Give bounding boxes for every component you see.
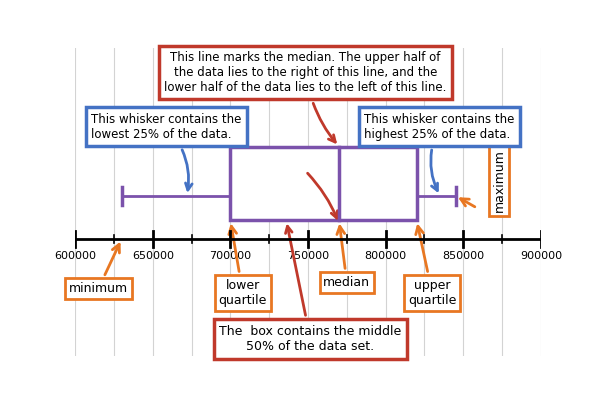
Text: This line marks the median. The upper half of
the data lies to the right of this: This line marks the median. The upper ha… — [165, 51, 447, 142]
Text: This whisker contains the
lowest 25% of the data.: This whisker contains the lowest 25% of … — [91, 113, 242, 190]
Text: upper
quartile: upper quartile — [408, 226, 456, 307]
Text: 600000: 600000 — [54, 251, 96, 261]
Text: median: median — [323, 226, 370, 289]
Text: 900000: 900000 — [520, 251, 562, 261]
Text: 850000: 850000 — [442, 251, 484, 261]
Text: 800000: 800000 — [365, 251, 407, 261]
Text: minimum: minimum — [69, 244, 128, 295]
Text: 700000: 700000 — [209, 251, 251, 261]
Text: 750000: 750000 — [287, 251, 329, 261]
Bar — [230, 146, 416, 220]
Text: This whisker contains the
highest 25% of the data.: This whisker contains the highest 25% of… — [364, 113, 514, 190]
Text: 650000: 650000 — [132, 251, 174, 261]
Text: lower
quartile: lower quartile — [219, 226, 267, 307]
Text: The  box contains the middle
50% of the data set.: The box contains the middle 50% of the d… — [219, 226, 401, 353]
Text: maximum: maximum — [492, 149, 505, 212]
